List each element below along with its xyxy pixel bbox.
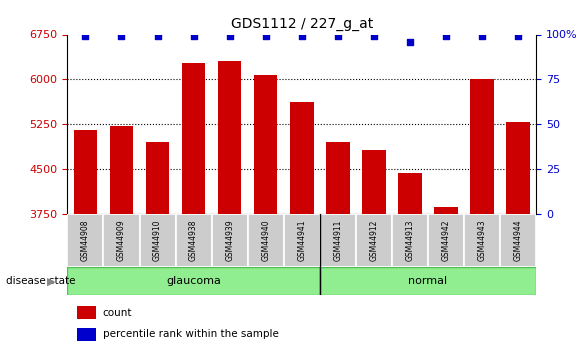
Bar bbox=[464, 214, 500, 267]
Text: GSM44910: GSM44910 bbox=[153, 220, 162, 262]
Bar bbox=[506, 122, 530, 214]
Bar bbox=[428, 214, 464, 267]
Bar bbox=[110, 126, 133, 214]
Bar bbox=[146, 142, 169, 214]
Text: GSM44942: GSM44942 bbox=[441, 220, 451, 262]
Point bbox=[478, 33, 487, 39]
Point bbox=[333, 33, 343, 39]
Point bbox=[441, 33, 451, 39]
Bar bbox=[218, 61, 241, 214]
Point bbox=[261, 33, 270, 39]
Text: GSM44911: GSM44911 bbox=[333, 220, 342, 261]
Bar bbox=[212, 214, 248, 267]
Point bbox=[189, 33, 198, 39]
Bar bbox=[182, 62, 205, 214]
Bar bbox=[248, 214, 284, 267]
Bar bbox=[67, 214, 104, 267]
Bar bbox=[326, 142, 350, 214]
Bar bbox=[320, 267, 536, 295]
Text: GSM44943: GSM44943 bbox=[478, 220, 486, 262]
Point bbox=[369, 33, 379, 39]
Text: glaucoma: glaucoma bbox=[166, 276, 221, 286]
Bar bbox=[392, 214, 428, 267]
Bar bbox=[74, 130, 97, 214]
Bar bbox=[320, 214, 356, 267]
Point bbox=[406, 39, 415, 45]
Text: GSM44909: GSM44909 bbox=[117, 220, 126, 262]
Text: GSM44912: GSM44912 bbox=[369, 220, 379, 261]
Point bbox=[117, 33, 126, 39]
Bar bbox=[284, 214, 320, 267]
Bar bbox=[77, 306, 96, 319]
Point bbox=[513, 33, 523, 39]
Bar bbox=[356, 214, 392, 267]
Text: disease state: disease state bbox=[6, 276, 76, 286]
Text: normal: normal bbox=[408, 276, 448, 286]
Text: GSM44940: GSM44940 bbox=[261, 220, 270, 262]
Title: GDS1112 / 227_g_at: GDS1112 / 227_g_at bbox=[231, 17, 373, 31]
Bar bbox=[290, 102, 314, 214]
Bar bbox=[104, 214, 139, 267]
Bar bbox=[77, 328, 96, 341]
Bar bbox=[176, 214, 212, 267]
Text: GSM44908: GSM44908 bbox=[81, 220, 90, 262]
Bar bbox=[471, 79, 494, 214]
Point bbox=[225, 33, 234, 39]
Point bbox=[81, 33, 90, 39]
Bar bbox=[362, 150, 386, 214]
Text: ▶: ▶ bbox=[47, 276, 56, 286]
Text: GSM44944: GSM44944 bbox=[514, 220, 523, 262]
Point bbox=[153, 33, 162, 39]
Text: GSM44941: GSM44941 bbox=[297, 220, 306, 262]
Text: GSM44938: GSM44938 bbox=[189, 220, 198, 262]
Text: GSM44939: GSM44939 bbox=[225, 220, 234, 262]
Text: GSM44913: GSM44913 bbox=[406, 220, 414, 262]
Bar bbox=[398, 173, 422, 214]
Text: percentile rank within the sample: percentile rank within the sample bbox=[103, 329, 278, 339]
Bar bbox=[139, 214, 176, 267]
Bar bbox=[254, 75, 277, 214]
Bar bbox=[67, 267, 320, 295]
Text: count: count bbox=[103, 308, 132, 318]
Bar bbox=[434, 207, 458, 214]
Point bbox=[297, 33, 306, 39]
Bar bbox=[500, 214, 536, 267]
